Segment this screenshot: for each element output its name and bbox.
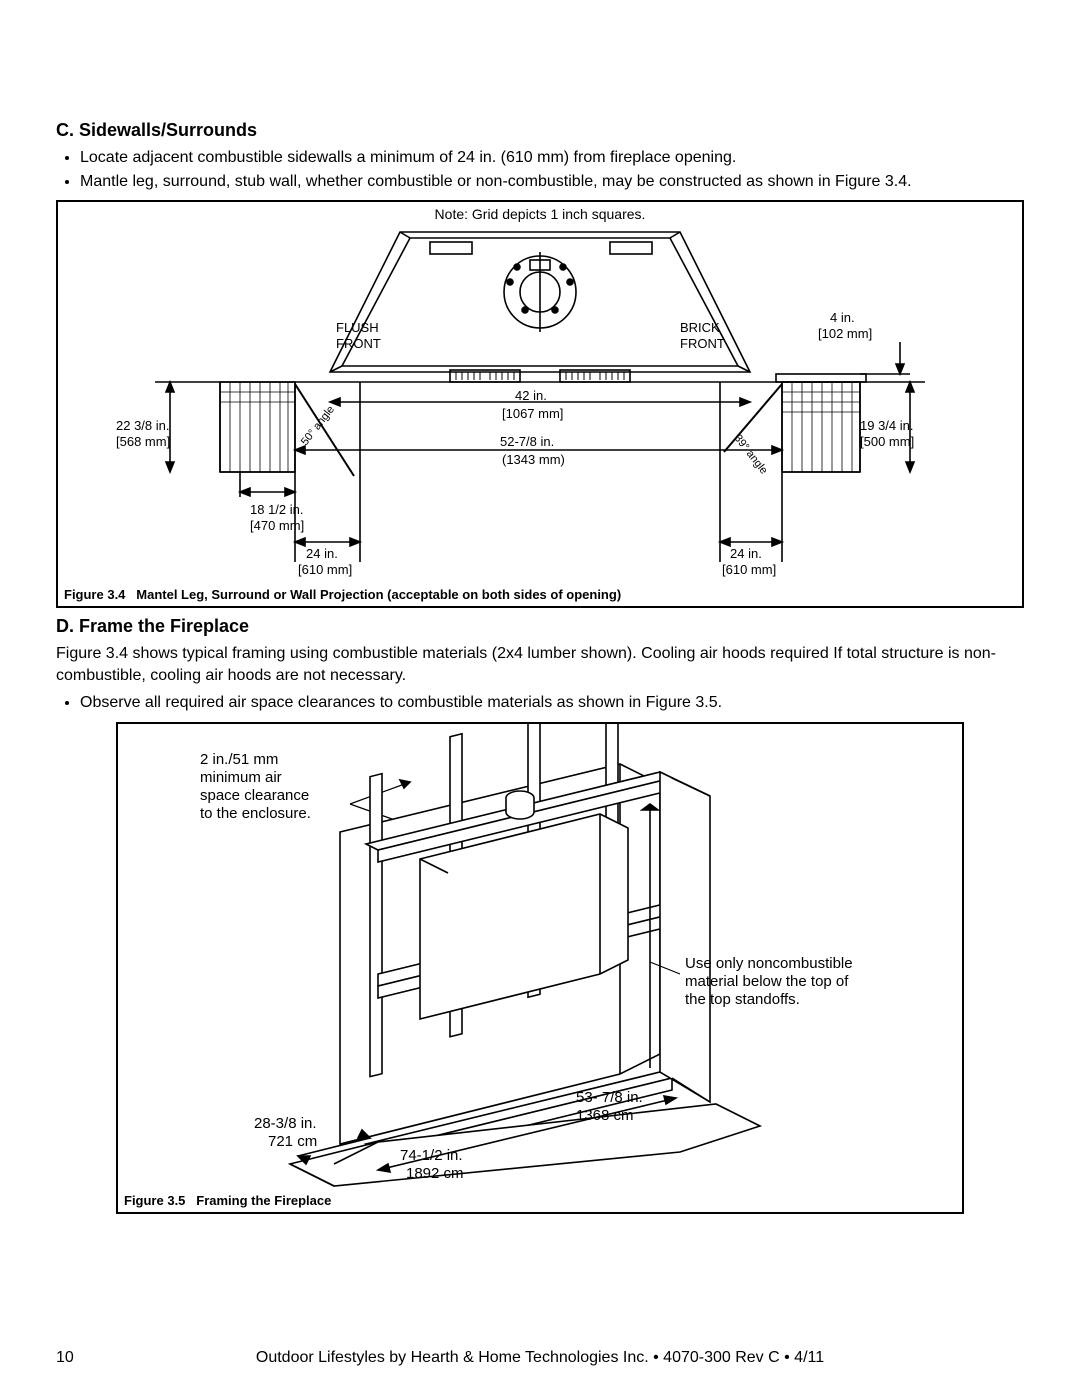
brick-front-label: BRICK <box>680 320 720 335</box>
page-footer: 10 Outdoor Lifestyles by Hearth & Home T… <box>0 1349 1080 1367</box>
footer-text: Outdoor Lifestyles by Hearth & Home Tech… <box>0 1349 1080 1367</box>
figure-3-4-diagram: FLUSH FRONT BRICK FRONT 4 in. [102 mm] 4… <box>70 222 1010 582</box>
svg-text:721 cm: 721 cm <box>268 1133 317 1150</box>
svg-text:material below the top of: material below the top of <box>685 973 849 990</box>
svg-text:4 in.: 4 in. <box>830 310 855 325</box>
svg-text:1368 cm: 1368 cm <box>576 1107 634 1124</box>
svg-text:24 in.: 24 in. <box>730 546 762 561</box>
figure-3-5-caption: Figure 3.5 Framing the Fireplace <box>118 1191 962 1212</box>
noncombustible-label: Use only noncombustible <box>685 955 853 972</box>
section-d-heading: D. Frame the Fireplace <box>56 616 1024 637</box>
clearance-label: 2 in./51 mm <box>200 751 278 768</box>
svg-text:(1343 mm): (1343 mm) <box>502 452 565 467</box>
svg-text:[610 mm]: [610 mm] <box>722 562 776 577</box>
svg-text:19 3/4 in.: 19 3/4 in. <box>860 418 914 433</box>
svg-text:39° angle: 39° angle <box>732 433 770 477</box>
height-label: 53- 7/8 in. <box>576 1089 643 1106</box>
figure-3-5-box: 2 in./51 mm minimum air space clearance … <box>116 722 964 1214</box>
section-d-bullets: Observe all required air space clearance… <box>56 692 1024 714</box>
section-c-bullets: Locate adjacent combustible sidewalls a … <box>56 147 1024 192</box>
section-c-bullet-2: Mantle leg, surround, stub wall, whether… <box>80 171 1024 193</box>
figure-3-5-diagram: 2 in./51 mm minimum air space clearance … <box>120 724 960 1188</box>
svg-text:space clearance: space clearance <box>200 787 309 804</box>
svg-text:[470 mm]: [470 mm] <box>250 518 304 533</box>
page-number: 10 <box>56 1349 74 1367</box>
width-label: 74-1/2 in. <box>400 1147 463 1164</box>
figure-3-4-box: Note: Grid depicts 1 inch squares. <box>56 200 1024 608</box>
svg-text:[1067 mm]: [1067 mm] <box>502 406 563 421</box>
svg-text:42 in.: 42 in. <box>515 388 547 403</box>
svg-text:to the enclosure.: to the enclosure. <box>200 805 311 822</box>
svg-text:minimum air: minimum air <box>200 769 282 786</box>
svg-text:24 in.: 24 in. <box>306 546 338 561</box>
svg-text:1892 cm: 1892 cm <box>406 1165 464 1182</box>
depth-label: 28-3/8 in. <box>254 1115 317 1132</box>
section-d-bullet-1: Observe all required air space clearance… <box>80 692 1024 714</box>
svg-text:18 1/2 in.: 18 1/2 in. <box>250 502 304 517</box>
section-c-bullet-1: Locate adjacent combustible sidewalls a … <box>80 147 1024 169</box>
svg-text:52-7/8 in.: 52-7/8 in. <box>500 434 554 449</box>
svg-text:FRONT: FRONT <box>680 336 725 351</box>
figure-3-4-note: Note: Grid depicts 1 inch squares. <box>58 202 1022 222</box>
svg-text:[568 mm]: [568 mm] <box>116 434 170 449</box>
svg-text:the top standoffs.: the top standoffs. <box>685 991 800 1008</box>
svg-text:[500 mm]: [500 mm] <box>860 434 914 449</box>
svg-text:[610 mm]: [610 mm] <box>298 562 352 577</box>
svg-text:22 3/8 in.: 22 3/8 in. <box>116 418 170 433</box>
figure-3-4-caption: Figure 3.4 Mantel Leg, Surround or Wall … <box>58 585 1022 606</box>
svg-text:[102 mm]: [102 mm] <box>818 326 872 341</box>
section-d-para: Figure 3.4 shows typical framing using c… <box>56 643 1024 686</box>
flush-front-label: FLUSH <box>336 320 379 335</box>
section-c-heading: C. Sidewalls/Surrounds <box>56 120 1024 141</box>
svg-text:FRONT: FRONT <box>336 336 381 351</box>
